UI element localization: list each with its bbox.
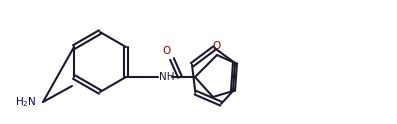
Text: O: O — [213, 41, 221, 51]
Text: NH: NH — [159, 72, 174, 82]
Text: H$_2$N: H$_2$N — [15, 95, 37, 109]
Text: O: O — [163, 46, 171, 56]
